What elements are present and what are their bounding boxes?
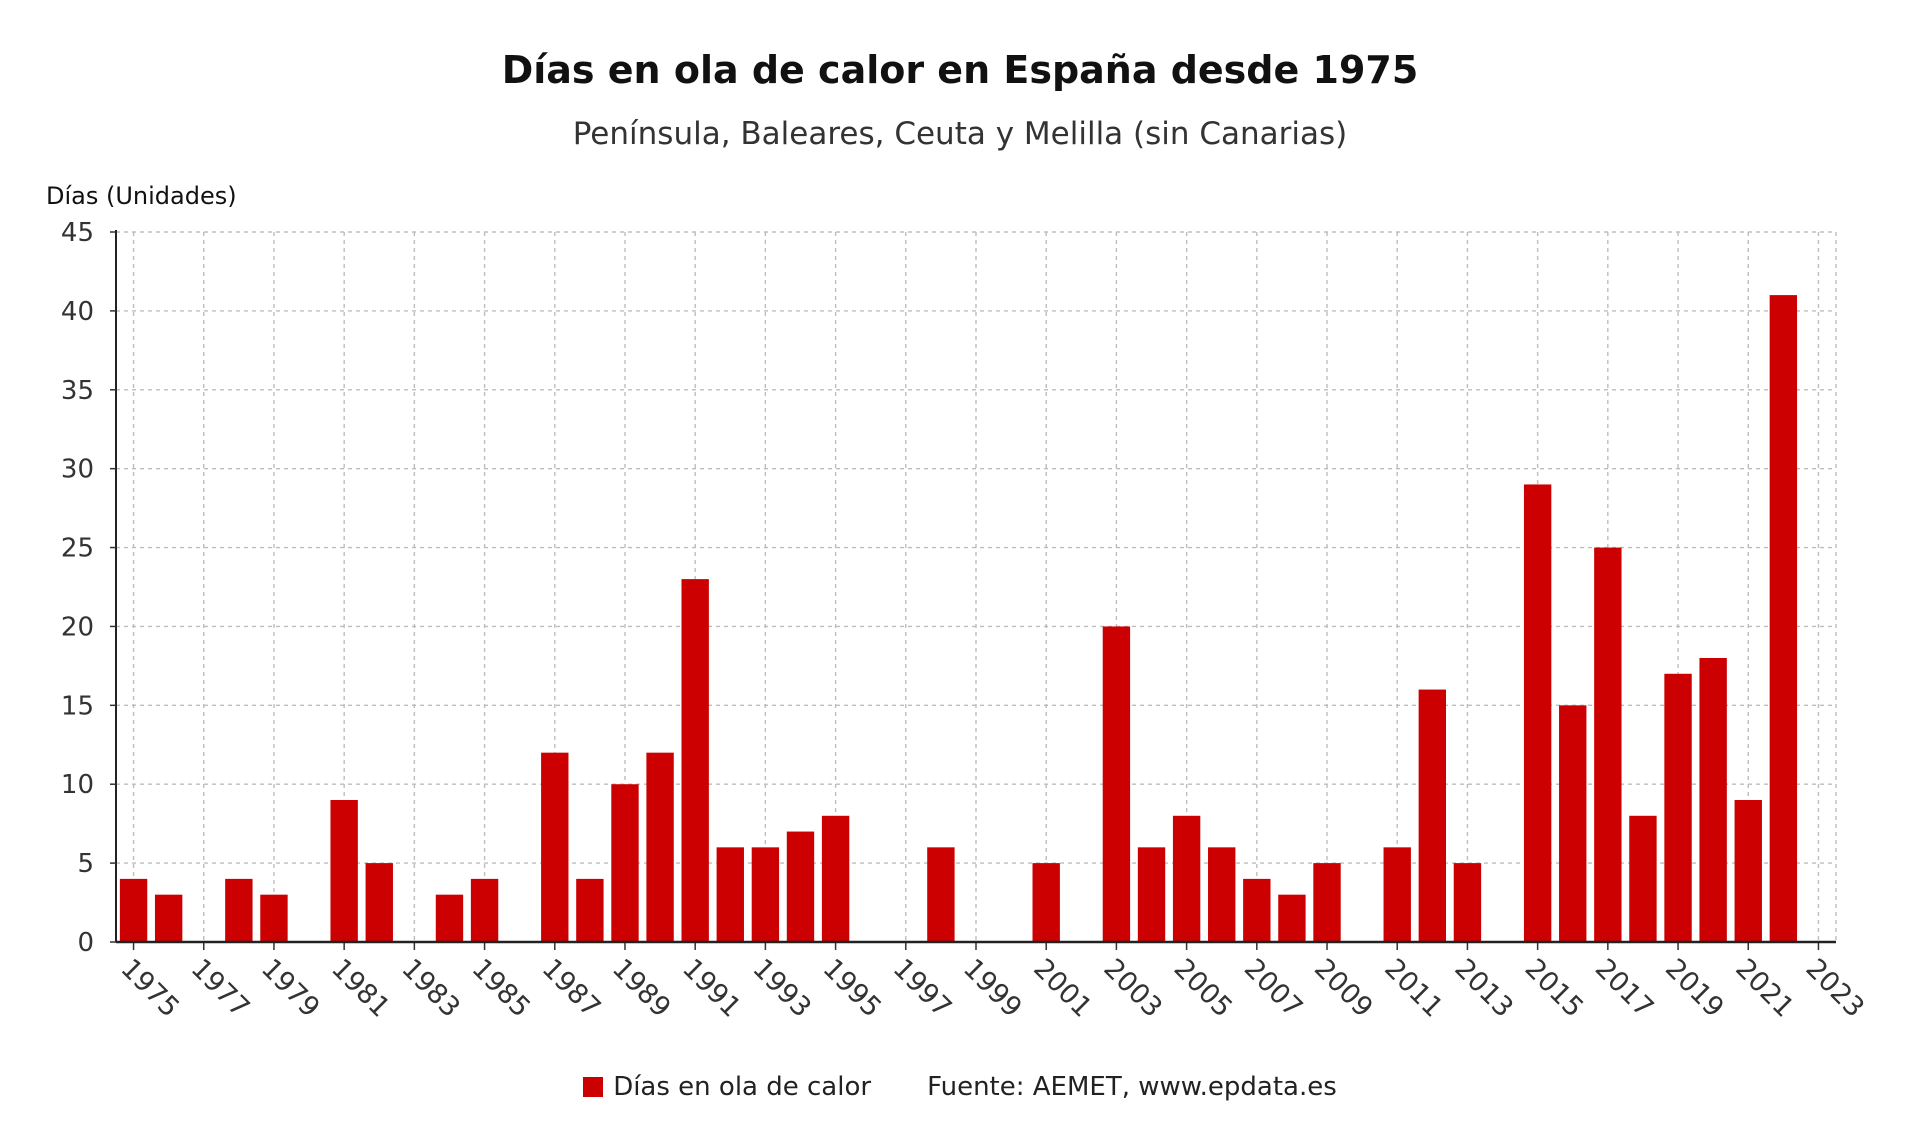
bar-1998 bbox=[927, 847, 955, 942]
y-tick-label: 25 bbox=[61, 534, 94, 564]
bar-2007 bbox=[1243, 878, 1271, 942]
x-tick-label: 2015 bbox=[1519, 953, 1590, 1024]
bar-2020 bbox=[1699, 658, 1727, 942]
x-tick-label: 2017 bbox=[1589, 953, 1660, 1024]
x-tick-label: 1995 bbox=[817, 953, 888, 1024]
x-tick-label: 1989 bbox=[606, 953, 677, 1024]
bar-1976 bbox=[154, 894, 183, 942]
x-tick-label: 2009 bbox=[1308, 953, 1379, 1024]
bar-1987 bbox=[541, 752, 569, 942]
x-tick-label: 1983 bbox=[395, 953, 466, 1024]
bar-1984 bbox=[435, 894, 464, 942]
y-tick-labels: 0 5 10 15 20 25 30 35 40 45 bbox=[61, 218, 94, 958]
bar-2011 bbox=[1383, 847, 1411, 942]
bar-1993 bbox=[751, 847, 780, 942]
bar-2009 bbox=[1313, 863, 1341, 942]
x-tick-label: 2023 bbox=[1799, 953, 1870, 1024]
y-tick-label: 5 bbox=[77, 849, 94, 879]
y-tick-label: 10 bbox=[61, 770, 94, 800]
x-tick-label: 2021 bbox=[1729, 953, 1800, 1024]
legend-swatch bbox=[583, 1077, 604, 1097]
bar-2021 bbox=[1734, 800, 1762, 942]
legend-series-name: Días en ola de calor bbox=[613, 1072, 872, 1102]
y-tick-label: 15 bbox=[61, 691, 94, 721]
y-axis-label: Días (Unidades) bbox=[46, 182, 237, 210]
bar-1988 bbox=[576, 878, 604, 942]
x-tick-label: 1975 bbox=[115, 953, 186, 1024]
legend: Días en ola de calor Fuente: AEMET, www.e… bbox=[0, 1072, 1920, 1102]
y-tick-label: 20 bbox=[61, 612, 94, 642]
x-tick-label: 1979 bbox=[255, 953, 326, 1024]
x-tick-label: 1991 bbox=[676, 953, 747, 1024]
x-tick-label: 2005 bbox=[1168, 953, 1239, 1024]
bar-1985 bbox=[470, 878, 499, 942]
bar-2003 bbox=[1102, 626, 1131, 942]
x-tick-label: 2019 bbox=[1659, 953, 1730, 1024]
bar-1979 bbox=[260, 894, 288, 942]
bar-2012 bbox=[1418, 689, 1447, 942]
y-tick-label: 45 bbox=[61, 218, 94, 248]
bar-2013 bbox=[1453, 863, 1482, 942]
chart-title: Días en ola de calor en España desde 197… bbox=[501, 48, 1419, 92]
bar-2018 bbox=[1629, 815, 1657, 942]
bar-1995 bbox=[821, 815, 850, 942]
bar-1991 bbox=[681, 579, 709, 942]
bar-1981 bbox=[330, 800, 358, 942]
y-tick-label: 40 bbox=[61, 297, 94, 327]
bar-2001 bbox=[1032, 863, 1060, 942]
bar-2006 bbox=[1208, 847, 1236, 942]
x-tick-label: 2011 bbox=[1378, 953, 1449, 1024]
bar-1990 bbox=[646, 752, 674, 942]
y-tick-label: 0 bbox=[77, 928, 94, 958]
bar-2008 bbox=[1278, 894, 1306, 942]
x-tick-label: 2001 bbox=[1027, 953, 1098, 1024]
bar-1982 bbox=[365, 863, 393, 942]
bar-2022 bbox=[1769, 295, 1798, 943]
bars bbox=[119, 295, 1798, 943]
x-tick-label: 1985 bbox=[466, 953, 537, 1024]
source-text: Fuente: AEMET, www.epdata.es bbox=[927, 1072, 1337, 1102]
x-tick-label: 1997 bbox=[887, 953, 958, 1024]
axes bbox=[110, 230, 1836, 950]
y-tick-label: 35 bbox=[61, 376, 94, 406]
x-tick-label: 1977 bbox=[185, 953, 256, 1024]
x-tick-label: 1993 bbox=[746, 953, 817, 1024]
bar-2015 bbox=[1523, 484, 1552, 942]
bar-1989 bbox=[611, 784, 639, 942]
x-tick-label: 2007 bbox=[1238, 953, 1309, 1024]
x-tick-label: 2013 bbox=[1448, 953, 1519, 1024]
x-tick-label: 1999 bbox=[957, 953, 1028, 1024]
bar-2017 bbox=[1594, 547, 1622, 942]
bar-1992 bbox=[716, 847, 744, 942]
x-tick-label: 1987 bbox=[536, 953, 607, 1024]
x-tick-label: 2003 bbox=[1097, 953, 1168, 1024]
bar-2005 bbox=[1172, 815, 1201, 942]
bar-1978 bbox=[225, 878, 253, 942]
bar-1994 bbox=[786, 831, 815, 942]
bar-2019 bbox=[1664, 673, 1692, 942]
bar-2004 bbox=[1137, 847, 1166, 942]
y-tick-label: 30 bbox=[61, 455, 94, 485]
bar-2016 bbox=[1559, 705, 1587, 942]
x-tick-labels: 1975 1977 1979 1981 1983 1985 1987 1989 1991 1993… bbox=[115, 953, 1870, 1024]
bar-1975 bbox=[119, 878, 148, 942]
chart-subtitle: Península, Baleares, Ceuta y Melilla (si… bbox=[572, 116, 1348, 152]
x-tick-label: 1981 bbox=[325, 953, 396, 1024]
